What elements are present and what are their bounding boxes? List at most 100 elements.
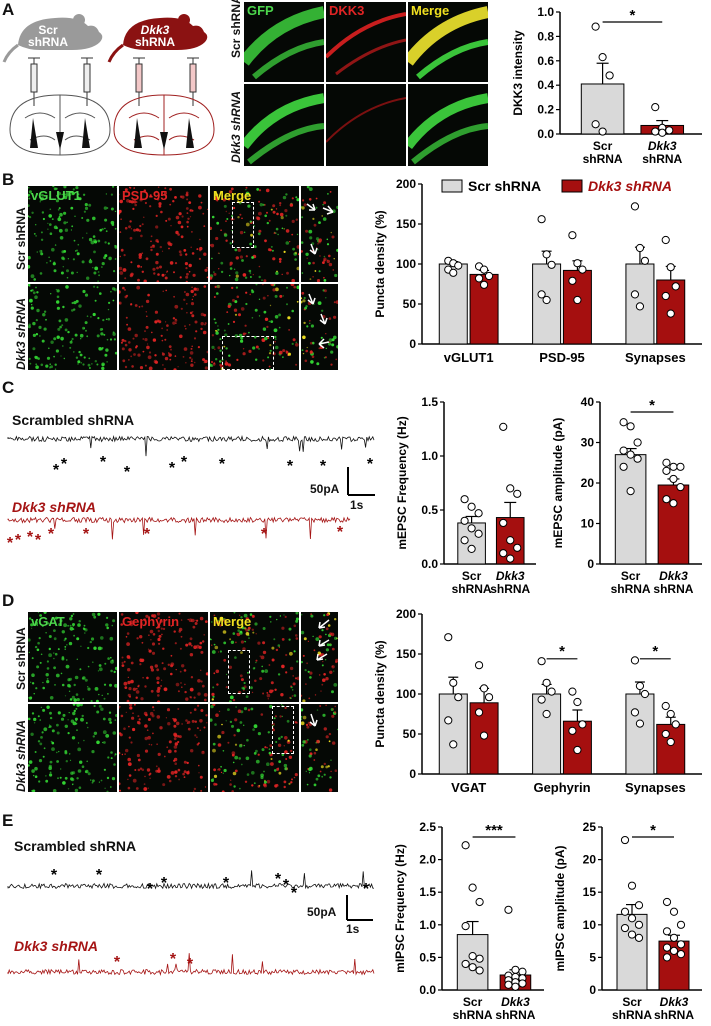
- data-point: [666, 709, 675, 719]
- x-tick-label: shRNA: [642, 152, 682, 166]
- channel-label-vgat: vGAT: [31, 614, 65, 629]
- data-point: [619, 462, 628, 471]
- x-tick-label: Dkk3: [659, 569, 688, 583]
- data-point: [598, 53, 607, 62]
- data-point: [474, 274, 484, 283]
- y-tick-label: 1.5: [419, 885, 436, 899]
- data-point: [499, 422, 508, 431]
- svg-text:*: *: [7, 535, 14, 552]
- data-point: [662, 927, 672, 936]
- data-point: [666, 309, 675, 318]
- mepsc-traces: [7, 435, 375, 540]
- y-axis-label: mIPSC amplitude (pA): [553, 845, 567, 971]
- panel-label-e: E: [2, 811, 14, 830]
- micrograph-d-gephyrin-scr: [119, 612, 208, 702]
- y-tick-label: 0.6: [537, 54, 554, 68]
- data-point: [513, 489, 522, 498]
- data-point: [627, 914, 637, 923]
- svg-text:*: *: [283, 877, 290, 894]
- data-point: [484, 693, 494, 702]
- svg-text:*: *: [53, 462, 60, 479]
- data-point: [619, 446, 628, 455]
- svg-text:*: *: [187, 956, 194, 973]
- x-tick-label: shRNA: [611, 582, 651, 596]
- svg-text:*: *: [291, 885, 298, 902]
- data-point: [568, 276, 577, 285]
- data-point: [627, 930, 637, 939]
- data-point: [537, 215, 546, 224]
- data-point: [573, 259, 582, 268]
- data-point: [573, 697, 582, 707]
- svg-text:*: *: [96, 867, 103, 884]
- data-point: [661, 701, 670, 711]
- x-tick-label: Dkk3: [648, 139, 677, 153]
- row-label-a2: Dkk3 shRNA: [229, 90, 243, 163]
- scale-y-c: 50pA: [310, 482, 340, 496]
- data-point: [676, 920, 686, 929]
- data-point: [468, 951, 477, 961]
- svg-text:*: *: [170, 951, 177, 968]
- data-point: [518, 979, 527, 988]
- significance-marker: *: [629, 7, 635, 24]
- data-point: [676, 482, 685, 492]
- micrograph-d-vgat-dkk3: [28, 704, 117, 792]
- chart-puncta-excitatory: 0 50 100 150 200 Puncta density (%) vGLUT1 PSD-…: [373, 177, 702, 365]
- injection-schematic: Scr shRNA Dkk3 shRNA: [2, 14, 215, 156]
- bar-dkk3: [562, 269, 592, 345]
- svg-text:*: *: [27, 529, 34, 546]
- data-point: [499, 549, 508, 558]
- y-tick-label: 1.0: [419, 918, 436, 932]
- row-label-d2: Dkk3 shRNA: [14, 719, 28, 792]
- data-point: [671, 282, 680, 291]
- data-point: [474, 509, 483, 518]
- micrograph-b-vglut1-dkk3: [28, 284, 117, 370]
- data-point: [474, 661, 484, 670]
- y-tick-label: 0.0: [421, 557, 438, 571]
- data-point: [460, 516, 469, 525]
- svg-text:*: *: [337, 524, 344, 541]
- data-point: [662, 466, 671, 475]
- data-point: [635, 302, 645, 311]
- bar-scr: [614, 454, 647, 565]
- micrograph-b-merge-dkk3: [210, 284, 299, 370]
- svg-text:*: *: [169, 460, 176, 477]
- svg-text:*: *: [363, 881, 370, 898]
- y-axis-label: mEPSC Frequency (Hz): [395, 416, 409, 549]
- data-point: [537, 290, 546, 299]
- data-point: [511, 982, 520, 991]
- data-point: [468, 883, 477, 892]
- data-point: [605, 71, 614, 80]
- legend-label: Dkk3 shRNA: [588, 178, 672, 194]
- y-tick-label: 100: [396, 257, 416, 271]
- micrograph-a-gfp-dkk3: [244, 84, 324, 166]
- data-point: [504, 905, 513, 914]
- data-point: [633, 454, 642, 463]
- micrograph-d-zoom-dkk3: [301, 704, 338, 792]
- data-point: [449, 740, 458, 749]
- data-point: [537, 657, 546, 666]
- scale-x-e: 1s: [346, 922, 360, 936]
- data-point: [506, 554, 515, 563]
- data-point: [635, 719, 645, 728]
- data-point: [627, 881, 637, 890]
- micrograph-b-psd95-scr: [119, 186, 208, 282]
- bar-scr: [532, 693, 562, 775]
- svg-text:*: *: [161, 875, 168, 892]
- data-point: [591, 120, 600, 129]
- data-point: [634, 901, 644, 910]
- data-point: [547, 260, 556, 269]
- y-tick-label: 0: [587, 557, 594, 571]
- data-point: [475, 954, 484, 963]
- data-point: [474, 529, 483, 538]
- data-point: [661, 729, 670, 739]
- data-point: [676, 950, 686, 959]
- data-point: [598, 127, 607, 136]
- svg-text:*: *: [181, 454, 188, 471]
- data-point: [479, 280, 489, 289]
- legend-label: Scr shRNA: [468, 178, 541, 194]
- scale-y-e: 50pA: [307, 905, 337, 919]
- y-tick-label: 1.0: [537, 5, 554, 19]
- data-point: [626, 450, 635, 459]
- data-point: [626, 487, 635, 496]
